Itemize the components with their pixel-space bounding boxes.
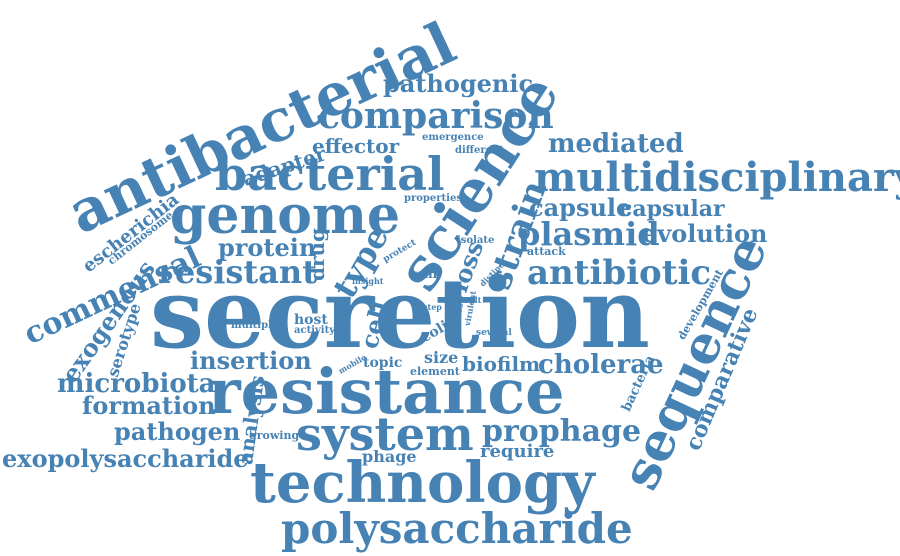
word-isolate: isolate [457,235,495,246]
word-attack: attack [527,245,566,258]
word-antibiotic: antibiotic [527,253,712,293]
word-evolution: evolution [642,219,768,248]
word-host: host [294,312,328,328]
word-pathogen: pathogen [114,417,241,446]
word-topic: topic [363,355,403,371]
word-capsule: capsule [529,193,632,222]
word-activity: activity [294,325,336,336]
word-multidisciplinary: multidisciplinary [534,154,900,201]
word-formation: formation [82,391,216,420]
word-wall: wall [410,267,438,281]
word-size: size [424,348,459,367]
word-bacterial: bacterial [215,147,445,201]
word-require: require [480,441,555,462]
word-step: step [423,302,442,312]
word-plasmid: plasmid [518,215,660,253]
word-result: result [455,295,482,305]
word-technology: technology [250,450,595,516]
word-emergence: emergence [422,132,484,143]
word-mediated: mediated [548,129,684,159]
word-several: several [476,328,512,338]
word-different: different [455,145,504,156]
word-properties: properties [404,193,462,204]
word-capsular: capsular [619,196,725,222]
word-protein: protein [218,233,317,262]
word-secretion: secretion [150,257,650,370]
word-element: element [410,365,460,378]
word-microbiota: microbiota [57,369,216,399]
word-comparison: comparison [318,95,554,137]
word-system: system [296,407,474,461]
word-insertion: insertion [190,346,312,375]
word-prophage: prophage [482,414,642,449]
word-genome: genome [170,185,401,246]
word-multiple: multiple [231,320,279,331]
word-exopolysaccharide: exopolysaccharide [2,444,249,473]
word-phage: phage [362,447,417,466]
word-resistant: resistant [158,253,317,291]
word-biofilm: biofilm [462,352,541,376]
word-resistance: resistance [208,355,565,428]
word-cholerae: cholerae [538,350,664,380]
word-insight: insight [352,276,384,286]
word-effector: effector [312,134,400,158]
word-polysaccharide: polysaccharide [281,504,633,553]
word-pathogenic: pathogenic [383,69,534,98]
word-growing: growing [249,429,300,442]
